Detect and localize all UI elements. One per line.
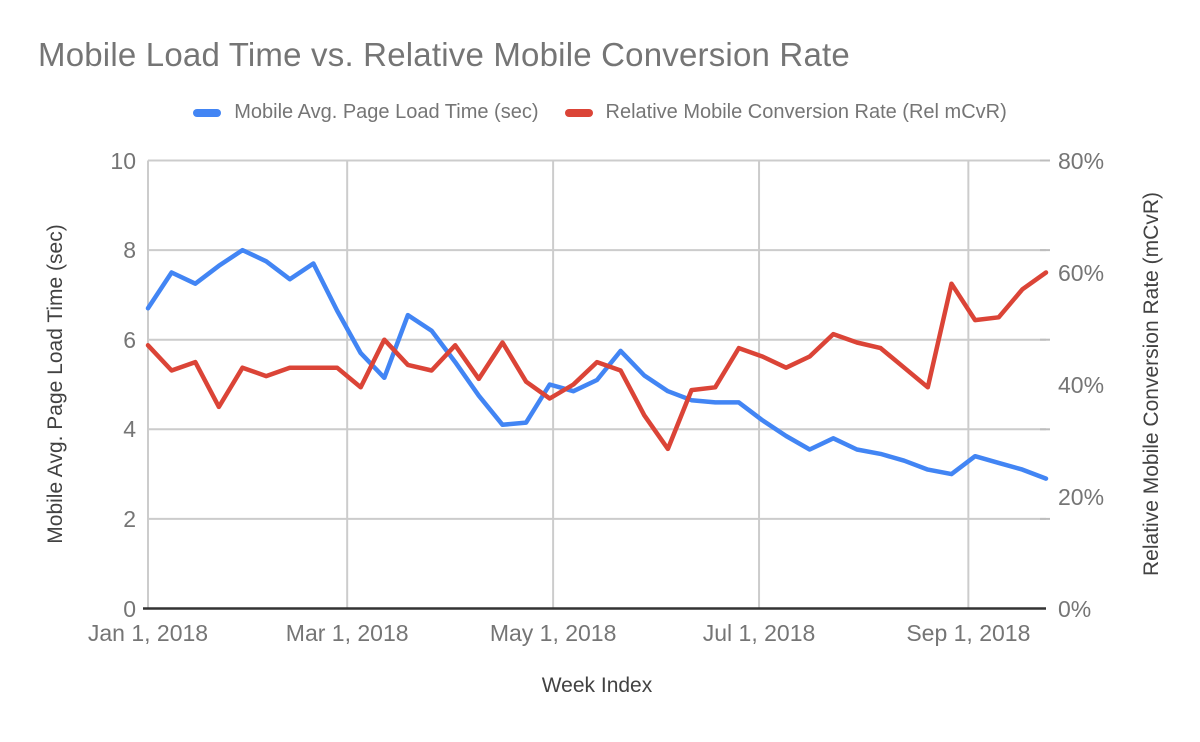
- y-right-tick-label: 40%: [1058, 371, 1105, 398]
- chart-title: Mobile Load Time vs. Relative Mobile Con…: [38, 36, 850, 73]
- y-left-tick-label: 10: [110, 147, 136, 174]
- legend-swatch-red-icon: [564, 108, 593, 117]
- series-line-load-time: [145, 247, 1049, 481]
- series-line-rel-mcvr: [145, 270, 1049, 452]
- y-right-tick-label: 60%: [1058, 259, 1105, 286]
- legend-item-load-time: Mobile Avg. Page Load Time (sec): [193, 101, 539, 124]
- y-left-tick-label: 8: [123, 237, 136, 264]
- legend-label-conversion-rate: Relative Mobile Conversion Rate (Rel mCv…: [605, 101, 1007, 123]
- legend-swatch-blue-icon: [193, 108, 222, 117]
- x-axis-tick-label: Jan 1, 2018: [87, 620, 209, 646]
- x-axis-tick-label: Mar 1, 2018: [285, 620, 409, 646]
- y-left-tick-label: 2: [123, 505, 136, 532]
- legend-item-conversion-rate: Relative Mobile Conversion Rate (Rel mCv…: [564, 101, 1007, 124]
- x-axis-tick-label: Sep 1, 2018: [906, 620, 1031, 646]
- y-left-tick-label: 0: [123, 595, 136, 622]
- y-right-tick-label: 80%: [1058, 147, 1105, 174]
- legend-label-load-time: Mobile Avg. Page Load Time (sec): [234, 101, 539, 123]
- y-axis-left-title: Mobile Avg. Page Load Time (sec): [44, 224, 67, 544]
- legend: Mobile Avg. Page Load Time (sec) Relativ…: [0, 101, 1200, 124]
- x-axis-tick-label: May 1, 2018: [489, 620, 617, 646]
- y-left-tick-label: 6: [123, 326, 136, 353]
- x-axis-tick-label: Jul 1, 2018: [702, 620, 816, 646]
- y-axis-right-title: Relative Mobile Conversion Rate (mCvR): [1140, 192, 1163, 576]
- y-right-tick-label: 0%: [1058, 595, 1092, 622]
- y-left-tick-label: 4: [123, 416, 136, 443]
- x-axis-title: Week Index: [541, 674, 653, 697]
- y-right-tick-label: 20%: [1058, 483, 1105, 510]
